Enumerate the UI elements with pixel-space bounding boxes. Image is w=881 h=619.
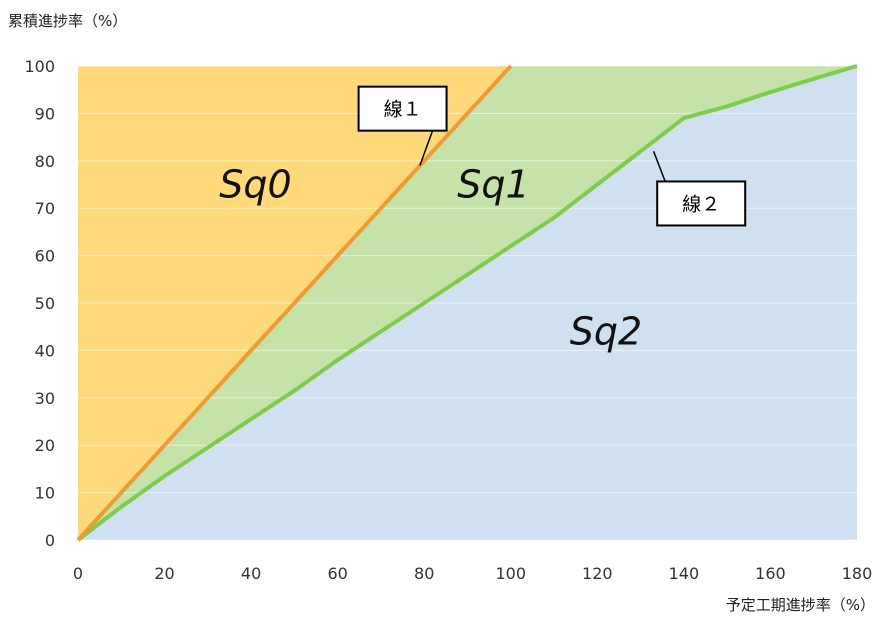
x-tick-label: 100 (496, 564, 527, 583)
x-tick-label: 20 (154, 564, 174, 583)
y-tick-label: 80 (35, 152, 55, 171)
y-tick-label: 20 (35, 436, 55, 455)
y-tick-label: 100 (24, 57, 55, 76)
region-labels: Sq0 Sq1 Sq2 (219, 163, 642, 354)
y-tick-label: 60 (35, 247, 55, 266)
callouts: 線１ 線２ (357, 85, 747, 227)
callout-leader (652, 151, 666, 182)
callout-text: 線１ (384, 99, 422, 121)
y-tick-label: 70 (35, 199, 55, 218)
callout-text: 線２ (682, 193, 720, 215)
x-tick-label: 60 (327, 564, 347, 583)
region-label-sq1: Sq1 (457, 163, 529, 207)
x-tick-label: 120 (582, 564, 613, 583)
y-tick-label: 90 (35, 104, 55, 123)
callout-box (357, 85, 448, 132)
x-tick-label: 80 (414, 564, 434, 583)
region-label-sq0: Sq0 (219, 163, 291, 207)
series-lines (76, 64, 858, 542)
callout-box (656, 180, 747, 227)
x-tick-label: 180 (842, 564, 873, 583)
y-tick-labels: 0 10 20 30 40 50 60 70 80 90 100 (24, 57, 55, 550)
series-line-2 (76, 64, 858, 542)
region-label-sq2: Sq2 (570, 309, 642, 353)
x-tick-label: 0 (73, 564, 83, 583)
x-axis-title: 予定工期進捗率（%） (725, 596, 875, 614)
x-tick-label: 160 (755, 564, 786, 583)
x-tick-label: 40 (241, 564, 261, 583)
y-tick-label: 30 (35, 389, 55, 408)
series-line-1 (76, 64, 513, 542)
x-tick-label: 140 (669, 564, 700, 583)
y-tick-label: 50 (35, 294, 55, 313)
y-tick-label: 10 (35, 484, 55, 503)
x-tick-labels: 0 20 40 60 80 100 120 140 160 180 (73, 564, 872, 583)
y-axis-title: 累積進捗率（%） (8, 12, 128, 30)
y-tick-label: 40 (35, 341, 55, 360)
callout-leader (419, 130, 434, 166)
y-tick-label: 0 (45, 531, 55, 550)
